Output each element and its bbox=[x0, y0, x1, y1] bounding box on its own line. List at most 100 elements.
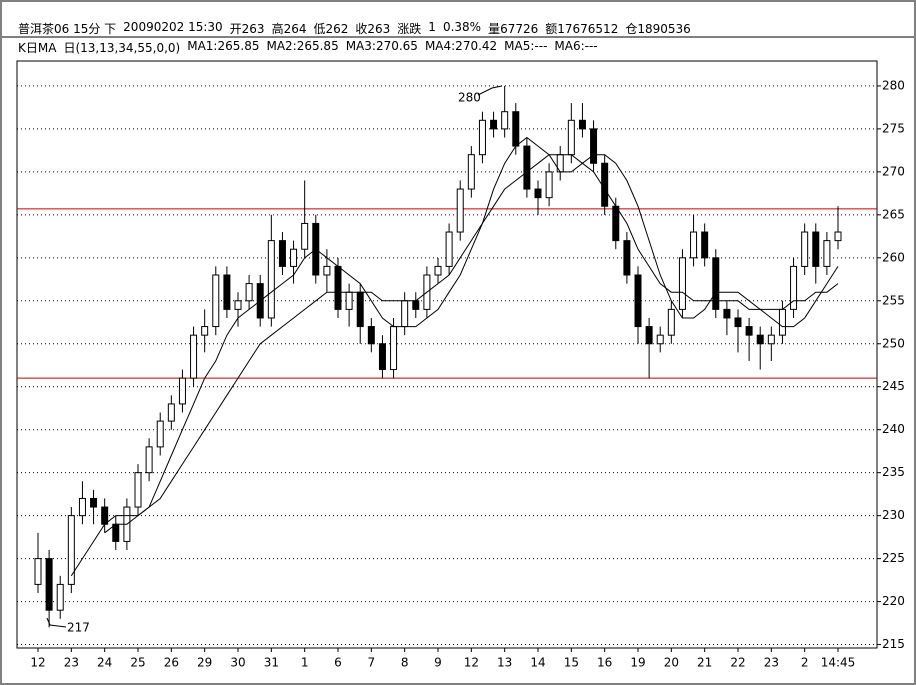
candle-body bbox=[490, 119, 498, 130]
header-item: MA3:270.65 bbox=[345, 39, 418, 53]
x-tick-label: 9 bbox=[434, 656, 442, 670]
candle-body bbox=[834, 231, 842, 242]
candle-body bbox=[34, 558, 42, 585]
candle-body bbox=[290, 248, 298, 267]
x-tick-label: 15 bbox=[564, 656, 579, 670]
candle-body bbox=[78, 497, 86, 517]
candle-body bbox=[690, 231, 698, 259]
header-item: MA1:265.85 bbox=[187, 39, 260, 53]
header-item: 1 bbox=[428, 20, 436, 34]
header-item: 低262 bbox=[313, 22, 349, 36]
x-tick-label: 25 bbox=[130, 656, 145, 670]
candle-body bbox=[623, 240, 631, 276]
candle-body bbox=[234, 300, 242, 310]
candle-body bbox=[578, 119, 586, 130]
candle-body bbox=[67, 515, 75, 585]
y-tick-label: 235 bbox=[882, 465, 905, 479]
candle-body bbox=[112, 523, 120, 542]
x-tick-label: 23 bbox=[64, 656, 79, 670]
candle-body bbox=[790, 265, 798, 310]
x-tick-label: 7 bbox=[368, 656, 376, 670]
y-tick-label: 275 bbox=[882, 121, 905, 135]
candle-body bbox=[567, 119, 575, 156]
candle-body bbox=[656, 334, 664, 345]
quote-header: 普洱茶06 15分 下 20090202 15:30 开263 高264 低262 收26… bbox=[18, 20, 691, 37]
x-tick-label: 20 bbox=[664, 656, 679, 670]
annotation: 280 bbox=[458, 91, 481, 105]
candle-body bbox=[523, 145, 531, 190]
plot-frame bbox=[16, 60, 878, 649]
candle-body bbox=[378, 343, 386, 371]
header-item: 0.38% bbox=[442, 20, 482, 34]
candle-body bbox=[534, 188, 542, 199]
header-item: K日MA bbox=[18, 41, 57, 55]
y-tick-label: 255 bbox=[882, 293, 905, 307]
candle-body bbox=[167, 403, 175, 422]
ma-line bbox=[70, 136, 839, 577]
candle-body bbox=[667, 308, 675, 336]
x-tick-label: 13 bbox=[497, 656, 512, 670]
x-tick-label: 31 bbox=[264, 656, 279, 670]
x-tick-label: 1 bbox=[301, 656, 309, 670]
candle-body bbox=[190, 334, 198, 379]
x-tick-label: 26 bbox=[164, 656, 179, 670]
y-tick-label: 280 bbox=[882, 78, 905, 92]
x-tick-label: 12 bbox=[30, 656, 45, 670]
candle-body bbox=[212, 274, 220, 328]
header-item: MA5:--- bbox=[504, 39, 548, 53]
candle-body bbox=[201, 326, 209, 336]
x-tick-label: 2 bbox=[801, 656, 809, 670]
x-tick-label: 30 bbox=[230, 656, 245, 670]
candle-body bbox=[301, 222, 309, 250]
candle-body bbox=[412, 300, 420, 310]
candle-body bbox=[56, 583, 64, 611]
header-item: 日(13,13,34,55,0,0) bbox=[63, 41, 181, 55]
header-item: 仓1890536 bbox=[625, 22, 691, 36]
candle-body bbox=[645, 326, 653, 345]
x-tick-label: 23 bbox=[764, 656, 779, 670]
candle-body bbox=[345, 291, 353, 310]
ma-header: K日MA 日(13,13,34,55,0,0) MA1:265.85 MA2:265.… bbox=[18, 39, 598, 56]
y-tick-label: 215 bbox=[882, 637, 905, 651]
candle-body bbox=[701, 231, 709, 259]
header-item: 高264 bbox=[271, 22, 307, 36]
candle-body bbox=[223, 274, 231, 310]
candle-body bbox=[445, 231, 453, 267]
candle-body bbox=[323, 265, 331, 276]
x-tick-label: 8 bbox=[401, 656, 409, 670]
candle-body bbox=[267, 240, 275, 319]
candle-body bbox=[45, 558, 53, 611]
candle-body bbox=[778, 308, 786, 336]
candle-body bbox=[334, 265, 342, 310]
header-item: 量67726 bbox=[488, 22, 539, 36]
candle-body bbox=[501, 111, 509, 130]
candle-body bbox=[812, 231, 820, 267]
candle-body bbox=[467, 154, 475, 190]
ma-line bbox=[104, 154, 839, 534]
candle-body bbox=[756, 334, 764, 345]
candle-body bbox=[767, 334, 775, 345]
y-tick-label: 245 bbox=[882, 379, 905, 393]
x-tick-label: 16 bbox=[597, 656, 612, 670]
x-tick-label: 22 bbox=[730, 656, 745, 670]
y-tick-label: 220 bbox=[882, 594, 905, 608]
candle-body bbox=[590, 128, 598, 164]
candle-body bbox=[634, 274, 642, 328]
x-tick-label: 21 bbox=[697, 656, 712, 670]
candle-body bbox=[678, 257, 686, 310]
candle-body bbox=[356, 291, 364, 328]
candle-body bbox=[145, 446, 153, 474]
y-tick-label: 265 bbox=[882, 207, 905, 221]
candle-body bbox=[101, 506, 109, 525]
candle-body bbox=[545, 171, 553, 199]
candle-body bbox=[745, 326, 753, 336]
y-tick-label: 260 bbox=[882, 250, 905, 264]
header-item: 额17676512 bbox=[545, 22, 619, 36]
candle-body bbox=[90, 497, 98, 508]
x-tick-label: 29 bbox=[197, 656, 212, 670]
x-tick-label: 19 bbox=[630, 656, 645, 670]
x-tick-label: 6 bbox=[334, 656, 342, 670]
annotation-leader bbox=[46, 617, 67, 628]
annotation-leader bbox=[477, 85, 503, 96]
